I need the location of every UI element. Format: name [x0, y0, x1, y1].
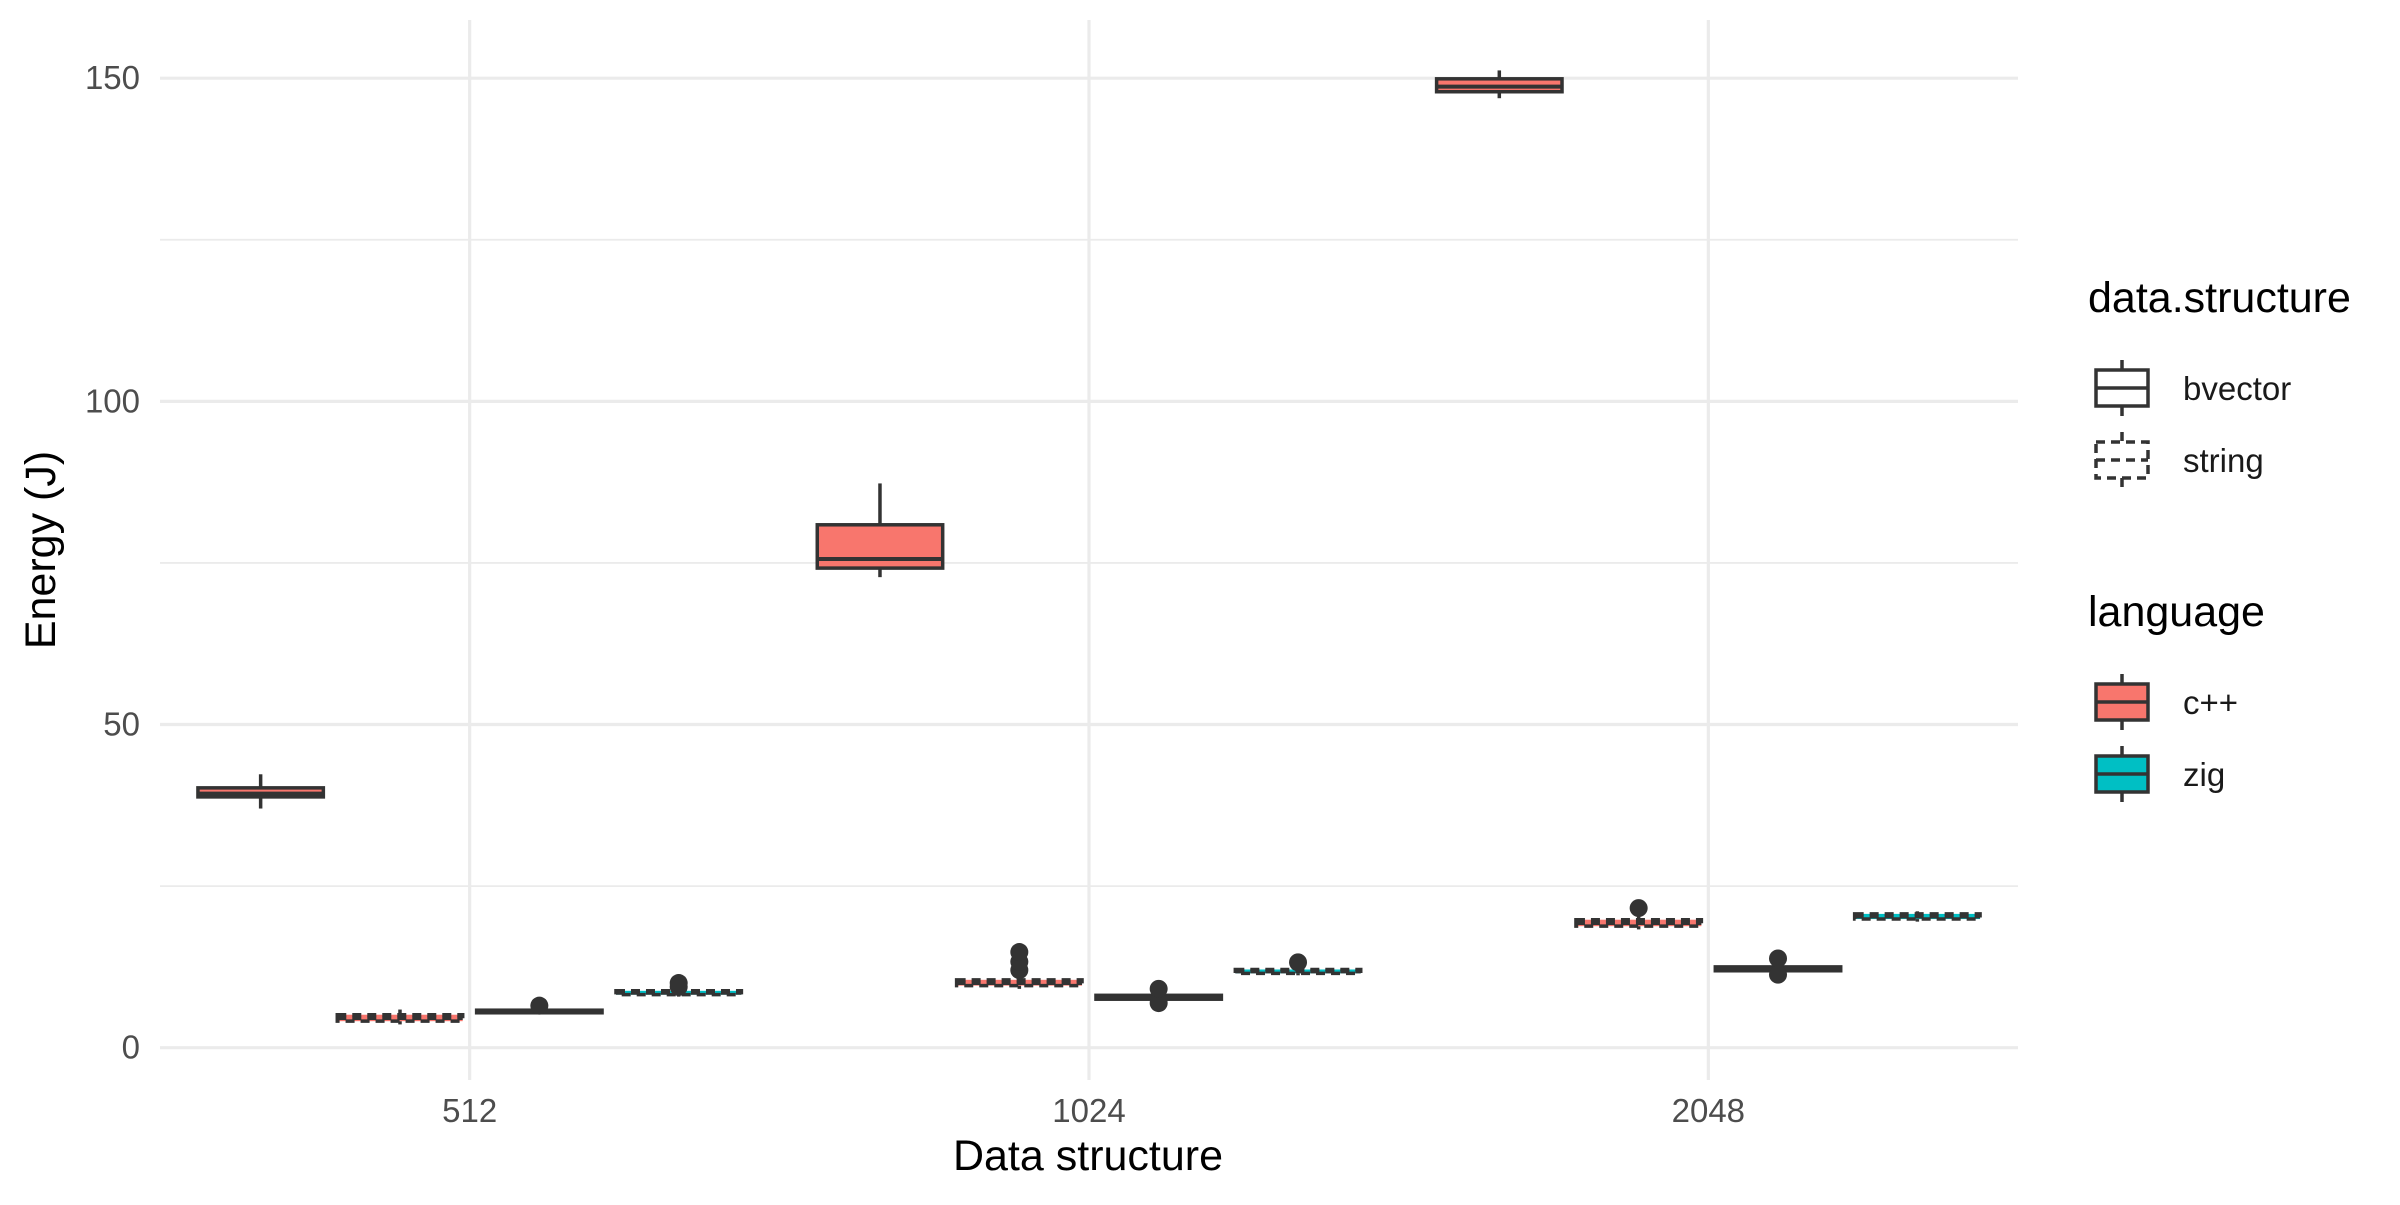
box-zig-string-1024	[1233, 953, 1363, 976]
outlier-point	[1010, 943, 1029, 962]
legend: data.structure bvector string language c++ zi…	[2088, 274, 2351, 802]
legend-key-zig	[2094, 746, 2150, 802]
x-tick-label: 1024	[1052, 1092, 1125, 1129]
x-tick-label: 2048	[1672, 1092, 1745, 1129]
legend-title: data.structure	[2088, 274, 2351, 322]
box-zig-bvector-2048	[1713, 949, 1843, 984]
grid-lines	[160, 20, 2018, 1080]
box-cpp-bvector-512	[196, 774, 326, 809]
outlier-point	[530, 996, 549, 1015]
outlier-point	[1149, 979, 1168, 998]
box-cpp-string-512	[335, 1009, 465, 1025]
outlier-point	[1629, 899, 1648, 918]
y-tick-label: 50	[103, 706, 140, 743]
box-cpp-string-1024	[954, 943, 1084, 989]
outlier-point	[1289, 953, 1308, 972]
legend-label: string	[2183, 442, 2264, 479]
box-cpp-bvector-1024	[815, 483, 945, 578]
box-iqr	[815, 523, 945, 570]
box-cpp-string-2048	[1574, 899, 1704, 930]
outlier-point	[1769, 949, 1788, 968]
legend-key-cpp	[2094, 674, 2150, 730]
box-zig-bvector-512	[474, 996, 604, 1015]
boxplot-layer	[196, 70, 1982, 1025]
box-zig-string-512	[614, 974, 744, 997]
x-tick-label: 512	[442, 1092, 497, 1129]
box-zig-bvector-1024	[1094, 979, 1224, 1013]
y-tick-label: 100	[85, 382, 140, 419]
box-cpp-bvector-2048	[1434, 70, 1564, 99]
legend-label: c++	[2183, 684, 2238, 721]
x-axis-title: Data structure	[953, 1132, 1223, 1180]
outlier-point	[1769, 965, 1788, 984]
outlier-point	[669, 974, 688, 993]
outlier-point	[1149, 994, 1168, 1013]
y-tick-label: 150	[85, 59, 140, 96]
x-axis: 512 1024 2048	[442, 1092, 1745, 1129]
legend-key-string	[2094, 432, 2150, 488]
y-axis: 0 50 100 150	[85, 59, 140, 1066]
y-axis-title: Energy (J)	[17, 451, 65, 649]
legend-label: bvector	[2183, 370, 2291, 407]
legend-label: zig	[2183, 756, 2225, 793]
legend-key-bvector	[2094, 360, 2150, 416]
box-zig-string-2048	[1852, 911, 1982, 922]
legend-title: language	[2088, 588, 2265, 636]
y-tick-label: 0	[122, 1029, 140, 1066]
